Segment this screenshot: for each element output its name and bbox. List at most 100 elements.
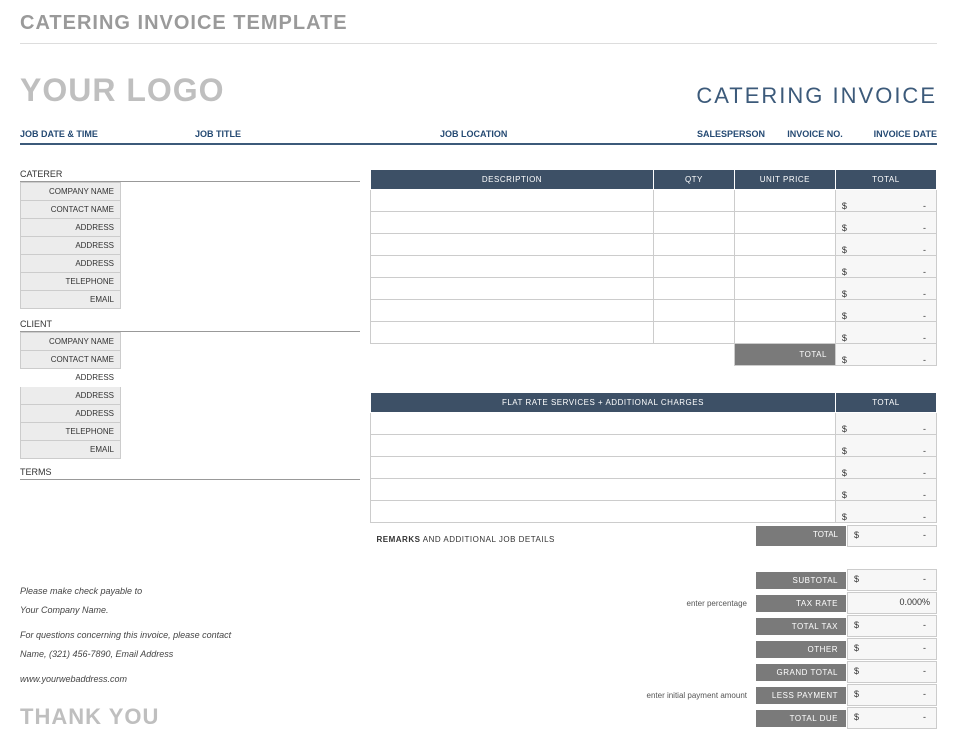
col-job-date-time: JOB DATE & TIME [20, 129, 195, 139]
client-company-name-value[interactable] [121, 333, 361, 351]
line-item-row: $- [371, 256, 937, 278]
caterer-telephone-label: TELEPHONE [21, 273, 121, 291]
logo-row: YOUR LOGO CATERING INVOICE [20, 72, 937, 109]
client-address1-value[interactable] [121, 369, 361, 387]
flat-rate-desc[interactable] [371, 457, 836, 479]
caterer-company-name-label: COMPANY NAME [21, 183, 121, 201]
totals-label: TOTAL DUE [755, 709, 847, 728]
caterer-contact-name-label: CONTACT NAME [21, 201, 121, 219]
flat-rate-total-value: $- [847, 525, 937, 547]
line-item-unit[interactable] [734, 300, 835, 322]
totals-value: $- [847, 707, 937, 729]
totals-row: enter percentageTAX RATE0.000% [377, 592, 937, 614]
line-item-qty[interactable] [654, 300, 735, 322]
line-item-qty[interactable] [654, 256, 735, 278]
col-invoice-date: INVOICE DATE [865, 129, 937, 139]
line-item-total: $- [835, 300, 936, 322]
flat-rate-desc[interactable] [371, 479, 836, 501]
client-address3-value[interactable] [121, 405, 361, 423]
totals-label: LESS PAYMENT [755, 686, 847, 705]
line-item-desc[interactable] [371, 212, 654, 234]
line-item-qty[interactable] [654, 322, 735, 344]
line-item-total: $- [835, 278, 936, 300]
line-item-total: $- [835, 190, 936, 212]
page-header: CATERING INVOICE TEMPLATE [20, 12, 937, 44]
flat-rate-total: $- [835, 435, 936, 457]
flat-rate-total: $- [835, 501, 936, 523]
line-item-qty[interactable] [654, 212, 735, 234]
caterer-telephone-value[interactable] [121, 273, 361, 291]
col-salesperson: SALESPERSON [655, 129, 765, 139]
left-column: CATERER COMPANY NAME CONTACT NAME ADDRES… [20, 169, 360, 547]
line-item-unit[interactable] [734, 256, 835, 278]
flat-rate-row: $- [371, 457, 937, 479]
thank-you: THANK YOU [20, 704, 377, 730]
client-address2-label: ADDRESS [21, 387, 121, 405]
line-item-unit[interactable] [734, 212, 835, 234]
line-item-total: $- [835, 212, 936, 234]
line-item-unit[interactable] [734, 278, 835, 300]
column-header-row: JOB DATE & TIME JOB TITLE JOB LOCATION S… [20, 129, 937, 145]
totals-hint: enter initial payment amount [647, 691, 748, 700]
terms-section-label: TERMS [20, 467, 360, 480]
totals-label: TOTAL TAX [755, 617, 847, 636]
totals-row: SUBTOTAL$- [377, 569, 937, 591]
caterer-email-value[interactable] [121, 291, 361, 309]
line-item-total: $- [835, 322, 936, 344]
line-items-qty-header: QTY [654, 170, 735, 190]
line-item-desc[interactable] [371, 300, 654, 322]
caterer-address3-value[interactable] [121, 255, 361, 273]
line-item-desc[interactable] [371, 234, 654, 256]
caterer-company-name-value[interactable] [121, 183, 361, 201]
line-items-total-value: $- [835, 344, 936, 366]
line-item-unit[interactable] [734, 190, 835, 212]
flat-rate-total-header: TOTAL [835, 393, 936, 413]
client-email-value[interactable] [121, 441, 361, 459]
col-job-location: JOB LOCATION [440, 129, 655, 139]
col-job-title: JOB TITLE [195, 129, 440, 139]
company-name-note: Your Company Name. [20, 602, 377, 619]
client-telephone-label: TELEPHONE [21, 423, 121, 441]
flat-rate-desc[interactable] [371, 435, 836, 457]
caterer-email-label: EMAIL [21, 291, 121, 309]
caterer-address1-value[interactable] [121, 219, 361, 237]
totals-hint: enter percentage [687, 599, 748, 608]
invoice-title: CATERING INVOICE [696, 83, 937, 109]
totals-value: $- [847, 569, 937, 591]
line-item-qty[interactable] [654, 190, 735, 212]
line-items-total-label: TOTAL [734, 344, 835, 366]
client-telephone-value[interactable] [121, 423, 361, 441]
line-items-total-header: TOTAL [835, 170, 936, 190]
totals-value: $- [847, 684, 937, 706]
flat-rate-desc[interactable] [371, 413, 836, 435]
client-contact-name-value[interactable] [121, 351, 361, 369]
line-item-qty[interactable] [654, 234, 735, 256]
client-section-label: CLIENT [20, 319, 360, 332]
caterer-address1-label: ADDRESS [21, 219, 121, 237]
client-fields: COMPANY NAME CONTACT NAME ADDRESS ADDRES… [20, 332, 360, 459]
line-item-row: $- [371, 300, 937, 322]
line-item-unit[interactable] [734, 234, 835, 256]
line-item-row: $- [371, 234, 937, 256]
line-item-desc[interactable] [371, 256, 654, 278]
client-address1-label: ADDRESS [21, 369, 121, 387]
client-address2-value[interactable] [121, 387, 361, 405]
caterer-contact-name-value[interactable] [121, 201, 361, 219]
caterer-section-label: CATERER [20, 169, 360, 182]
line-items-desc-header: DESCRIPTION [371, 170, 654, 190]
line-item-total: $- [835, 256, 936, 278]
line-item-desc[interactable] [371, 190, 654, 212]
line-item-unit[interactable] [734, 322, 835, 344]
line-item-desc[interactable] [371, 322, 654, 344]
contact-note: Name, (321) 456-7890, Email Address [20, 646, 377, 663]
totals-zone: SUBTOTAL$-enter percentageTAX RATE0.000%… [377, 569, 937, 729]
caterer-address2-value[interactable] [121, 237, 361, 255]
line-item-qty[interactable] [654, 278, 735, 300]
client-contact-name-label: CONTACT NAME [21, 351, 121, 369]
totals-row: TOTAL TAX$- [377, 615, 937, 637]
line-item-desc[interactable] [371, 278, 654, 300]
right-column: DESCRIPTION QTY UNIT PRICE TOTAL $-$-$-$… [370, 169, 937, 547]
totals-value: $- [847, 638, 937, 660]
flat-rate-desc[interactable] [371, 501, 836, 523]
line-items-unit-header: UNIT PRICE [734, 170, 835, 190]
